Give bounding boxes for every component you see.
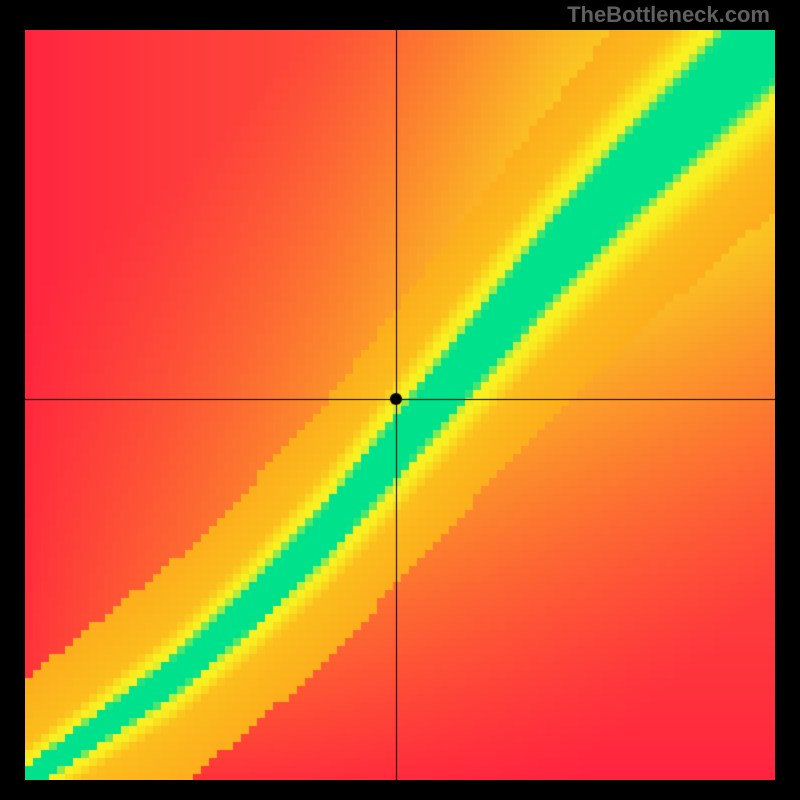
watermark-text: TheBottleneck.com — [567, 2, 770, 28]
bottleneck-heatmap — [25, 30, 775, 780]
chart-container: TheBottleneck.com — [0, 0, 800, 800]
